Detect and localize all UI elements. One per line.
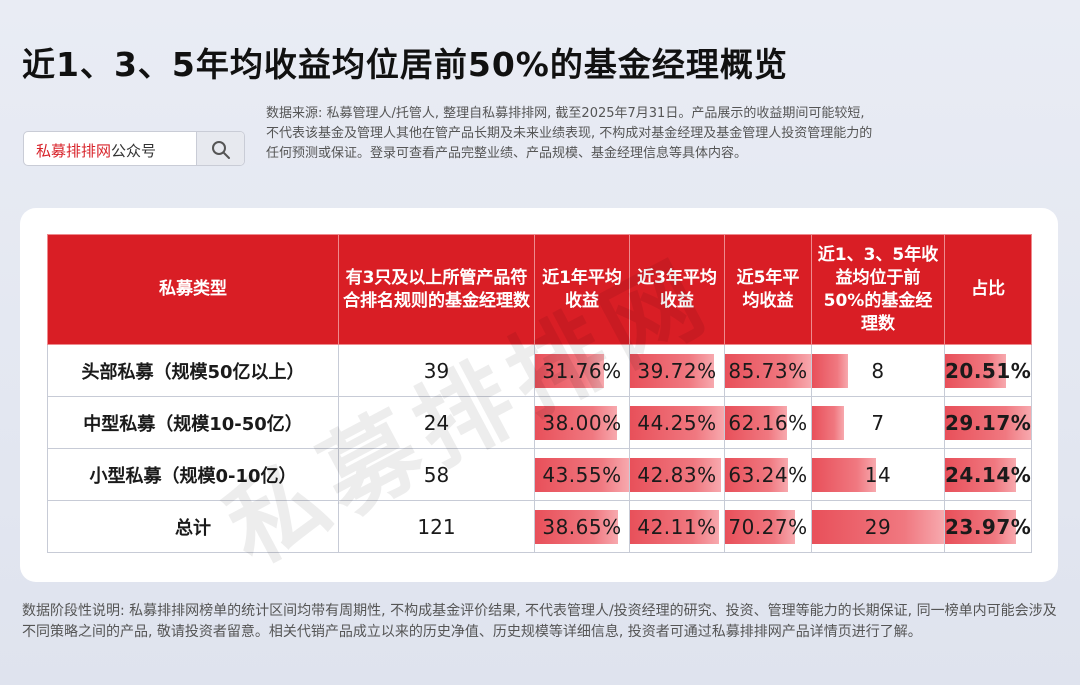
cell-return-1y: 43.55% bbox=[534, 448, 630, 501]
header-return-1y: 近1年平均收益 bbox=[534, 234, 630, 345]
cell-share-bar bbox=[945, 406, 1032, 440]
cell-return-5y-value: 70.27% bbox=[728, 514, 808, 539]
cell-top50-count-value: 8 bbox=[871, 358, 885, 383]
cell-type: 小型私募（规模0-10亿） bbox=[47, 448, 339, 501]
cell-return-5y: 63.24% bbox=[724, 448, 812, 501]
search-suffix-text: 公众号 bbox=[111, 142, 157, 160]
search-icon bbox=[212, 141, 230, 159]
search-input[interactable]: 私募排排网公众号 bbox=[36, 140, 156, 161]
header-return-5y: 近5年平均收益 bbox=[724, 234, 812, 345]
cell-type: 头部私募（规模50亿以上） bbox=[47, 344, 339, 397]
cell-top50-count-value: 14 bbox=[864, 462, 892, 487]
cell-return-3y-bar bbox=[630, 458, 721, 492]
cell-top50-count-bar bbox=[812, 406, 844, 440]
footer-note: 数据阶段性说明: 私募排排网榜单的统计区间均带有周期性, 不构成基金评价结果, … bbox=[22, 603, 1057, 640]
search-button[interactable] bbox=[196, 132, 244, 165]
cell-return-3y: 42.83% bbox=[629, 448, 725, 501]
cell-return-1y-value: 43.55% bbox=[542, 462, 622, 487]
cell-return-1y-bar bbox=[535, 406, 618, 440]
cell-return-5y-value: 63.24% bbox=[728, 462, 808, 487]
cell-return-3y-value: 42.83% bbox=[637, 462, 717, 487]
cell-type: 中型私募（规模10-50亿） bbox=[47, 396, 339, 449]
table-row: 总计 121 38.65% 42.11% 70.27% 29 23.97% bbox=[47, 500, 1033, 553]
cell-return-3y-value: 42.11% bbox=[637, 514, 717, 539]
cell-return-3y-value: 44.25% bbox=[637, 410, 717, 435]
cell-top50-count-value: 29 bbox=[864, 514, 892, 539]
cell-share-bar bbox=[945, 510, 1016, 544]
table-row: 中型私募（规模10-50亿） 24 38.00% 44.25% 62.16% 7 29.17… bbox=[47, 396, 1033, 449]
cell-share: 29.17% bbox=[943, 396, 1033, 449]
cell-return-1y: 31.76% bbox=[534, 344, 630, 397]
cell-return-5y-bar bbox=[725, 458, 789, 492]
page-title: 近1、3、5年均收益均位居前50%的基金经理概览 bbox=[22, 45, 788, 84]
cell-top50-count-bar bbox=[812, 458, 876, 492]
cell-return-1y-bar bbox=[535, 354, 604, 388]
cell-count: 39 bbox=[338, 344, 535, 397]
cell-return-3y-bar bbox=[630, 510, 720, 544]
cell-top50-count-value: 7 bbox=[871, 410, 885, 435]
cell-return-3y-value: 39.72% bbox=[637, 358, 717, 383]
header-type: 私募类型 bbox=[47, 234, 339, 345]
table-row: 头部私募（规模50亿以上） 39 31.76% 39.72% 85.73% 8 20.51% bbox=[47, 344, 1033, 397]
cell-return-1y-bar bbox=[535, 510, 619, 544]
cell-return-3y: 39.72% bbox=[629, 344, 725, 397]
table-row: 小型私募（规模0-10亿） 58 43.55% 42.83% 63.24% 14 24.14… bbox=[47, 448, 1033, 501]
cell-share-value: 23.97% bbox=[945, 514, 1032, 539]
cell-top50-count-bar bbox=[812, 510, 944, 544]
table-header-row: 私募类型 有3只及以上所管产品符合排名规则的基金经理数 近1年平均收益 近3年平… bbox=[47, 234, 1033, 345]
header-return-3y: 近3年平均收益 bbox=[629, 234, 725, 345]
header-top50-count: 近1、3、5年收益均位于前50%的基金经理数 bbox=[811, 234, 945, 345]
cell-return-5y-bar bbox=[725, 406, 788, 440]
cell-type: 总计 bbox=[47, 500, 339, 553]
header-count: 有3只及以上所管产品符合排名规则的基金经理数 bbox=[338, 234, 535, 345]
cell-return-1y-bar bbox=[535, 458, 629, 492]
cell-share: 23.97% bbox=[943, 500, 1033, 553]
cell-share-bar bbox=[945, 458, 1017, 492]
cell-return-1y-value: 38.00% bbox=[542, 410, 622, 435]
cell-return-5y-bar bbox=[725, 354, 811, 388]
cell-top50-count: 7 bbox=[811, 396, 945, 449]
cell-count: 24 bbox=[338, 396, 535, 449]
cell-count: 121 bbox=[338, 500, 535, 553]
cell-top50-count: 14 bbox=[811, 448, 945, 501]
cell-return-5y: 85.73% bbox=[724, 344, 812, 397]
search-brand-text: 私募排排网 bbox=[36, 142, 112, 160]
cell-share-value: 20.51% bbox=[945, 358, 1032, 383]
cell-top50-count: 8 bbox=[811, 344, 945, 397]
cell-return-1y-value: 38.65% bbox=[542, 514, 622, 539]
cell-return-5y-value: 85.73% bbox=[728, 358, 808, 383]
cell-return-3y-bar bbox=[630, 354, 715, 388]
cell-return-1y: 38.65% bbox=[534, 500, 630, 553]
cell-share: 20.51% bbox=[943, 344, 1033, 397]
cell-count: 58 bbox=[338, 448, 535, 501]
cell-return-3y: 44.25% bbox=[629, 396, 725, 449]
cell-share: 24.14% bbox=[943, 448, 1033, 501]
cell-return-5y-value: 62.16% bbox=[728, 410, 808, 435]
cell-return-5y: 70.27% bbox=[724, 500, 812, 553]
fund-manager-table: 私募类型 有3只及以上所管产品符合排名规则的基金经理数 近1年平均收益 近3年平… bbox=[47, 234, 1033, 553]
cell-top50-count: 29 bbox=[811, 500, 945, 553]
cell-top50-count-bar bbox=[812, 354, 849, 388]
cell-return-5y-bar bbox=[725, 510, 796, 544]
search-box[interactable]: 私募排排网公众号 bbox=[23, 131, 245, 166]
cell-return-3y: 42.11% bbox=[629, 500, 725, 553]
cell-return-3y-bar bbox=[630, 406, 724, 440]
data-source-note: 数据来源: 私募管理人/托管人, 整理自私募排排网, 截至2025年7月31日。… bbox=[266, 106, 873, 161]
cell-share-bar bbox=[945, 354, 1006, 388]
cell-return-5y: 62.16% bbox=[724, 396, 812, 449]
header-share: 占比 bbox=[943, 234, 1033, 345]
cell-return-1y: 38.00% bbox=[534, 396, 630, 449]
cell-return-1y-value: 31.76% bbox=[542, 358, 622, 383]
cell-share-value: 24.14% bbox=[945, 462, 1032, 487]
cell-share-value: 29.17% bbox=[945, 410, 1032, 435]
